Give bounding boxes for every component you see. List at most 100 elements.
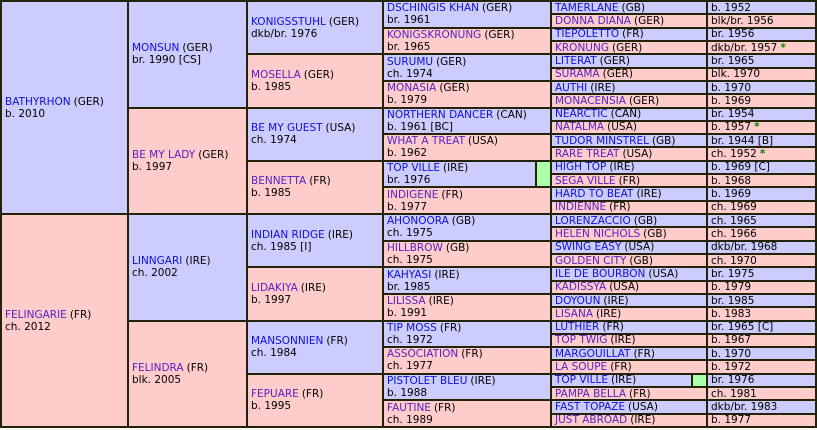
- horse-detail: br. 1990 [CS]: [132, 54, 201, 67]
- horse-name-link[interactable]: MARGOUILLAT: [555, 348, 631, 360]
- horse-name-link[interactable]: NEARCTIC: [555, 108, 608, 120]
- horse-country: (FR): [441, 188, 463, 201]
- horse-name-link[interactable]: MONACENSIA: [555, 95, 626, 107]
- horse-name-link[interactable]: HILLBROW: [387, 241, 443, 254]
- horse-name-link[interactable]: HARD TO BEAT: [555, 188, 634, 200]
- horse-name-link[interactable]: LILISSA: [387, 295, 426, 308]
- horse-name-link[interactable]: SEGA VILLE: [555, 175, 616, 187]
- horse-entry: KRONUNG (GER): [552, 42, 706, 53]
- horse-year-line: br. 1965 [C]: [711, 322, 815, 333]
- horse-name-link[interactable]: TOP TWIG: [555, 334, 608, 347]
- horse-name-line: LA SOUPE (FR): [555, 361, 706, 372]
- horse-name-link[interactable]: LA SOUPE: [555, 361, 608, 373]
- horse-year-value: b. 1970: [711, 81, 752, 94]
- horse-name-link[interactable]: INDIAN RIDGE: [251, 228, 325, 241]
- horse-name-link[interactable]: ASSOCIATION: [387, 348, 459, 361]
- horse-name-link[interactable]: NATALMA: [555, 121, 605, 134]
- horse-name-link[interactable]: LORENZACCIO: [555, 215, 631, 227]
- horse-name-link[interactable]: HELEN NICHOLS: [555, 228, 641, 240]
- horse-country: (GER): [611, 41, 643, 54]
- horse-name-link[interactable]: BENNETTA: [251, 175, 307, 188]
- horse-name-link[interactable]: LISANA: [555, 308, 594, 320]
- horse-name-link[interactable]: MANSONNIEN: [251, 335, 324, 348]
- horse-name-link[interactable]: BATHYRHON: [5, 95, 71, 108]
- horse-name-link[interactable]: MOSELLA: [251, 68, 301, 81]
- horse-name-link[interactable]: FELINGARIE: [5, 308, 67, 321]
- horse-name-link[interactable]: LIDAKIYA: [251, 281, 298, 294]
- horse-name-link[interactable]: TIEPOLETTO: [555, 28, 620, 40]
- horse-name-link[interactable]: MONASIA: [387, 82, 437, 95]
- horse-year-line: ch. 1969: [711, 202, 815, 213]
- horse-year-line: b. 1983: [711, 308, 815, 319]
- horse-detail: ch. 1975: [387, 227, 433, 240]
- horse-name-link[interactable]: FEPUARE: [251, 388, 299, 401]
- horse-name-link[interactable]: TIP MOSS: [387, 321, 437, 334]
- pedigree-cell-gen5-26-year: b. 1967: [708, 334, 815, 347]
- horse-name-link[interactable]: RARE TREAT: [555, 148, 620, 160]
- horse-name-link[interactable]: PISTOLET BLEU: [387, 375, 468, 388]
- horse-name-link[interactable]: TUDOR MINSTREL: [555, 135, 649, 147]
- horse-name-link[interactable]: PAMPA BELLA: [555, 388, 627, 400]
- horse-name-link[interactable]: MONSUN: [132, 42, 180, 55]
- horse-name-link[interactable]: DSCHINGIS KHAN: [387, 2, 479, 15]
- horse-entry: GOLDEN CITY (GB): [552, 255, 706, 266]
- horse-name-link[interactable]: KAHYASI: [387, 268, 432, 281]
- horse-name-link[interactable]: FAUTINE: [387, 401, 431, 414]
- horse-name-link[interactable]: KADISSYA: [555, 281, 607, 293]
- horse-country: (GER): [633, 15, 665, 27]
- horse-name-link[interactable]: BE MY LADY: [132, 148, 196, 161]
- horse-detail: dkb/br. 1976: [251, 27, 318, 40]
- horse-name-link[interactable]: TOP VILLE: [387, 162, 440, 175]
- horse-entry: TIEPOLETTO (FR): [552, 29, 706, 40]
- horse-name-link[interactable]: ILE DE BOURBON: [555, 268, 646, 280]
- horse-name-link[interactable]: AHONOORA: [387, 215, 449, 228]
- horse-year-value: b. 1968: [711, 175, 752, 187]
- star-marker: *: [754, 121, 760, 134]
- star-marker: *: [759, 148, 766, 160]
- horse-entry: MARGOUILLAT (FR): [552, 348, 706, 359]
- horse-name-link[interactable]: TOP VILLE: [555, 374, 608, 387]
- horse-name-line: INDIENNE (FR): [555, 202, 706, 213]
- horse-name-link[interactable]: LINNGARI: [132, 255, 183, 268]
- horse-name-link[interactable]: SURAMA: [555, 68, 600, 80]
- horse-detail: ch. 1985 [I]: [251, 240, 312, 253]
- pedigree-cell-gen5-21-year: br. 1975: [708, 268, 815, 280]
- horse-name-link[interactable]: SURUMU: [387, 55, 434, 68]
- horse-name-link[interactable]: JUST ABROAD: [555, 414, 628, 426]
- horse-year: br. 1985: [708, 295, 815, 306]
- horse-year-line: dkb/br. 1957 *: [711, 42, 815, 53]
- horse-name-link[interactable]: AUTHI: [555, 81, 588, 94]
- horse-name-link[interactable]: DOYOUN: [555, 294, 601, 307]
- horse-name-link[interactable]: GOLDEN CITY: [555, 254, 627, 267]
- pedigree-cell-gen4-10: HILLBROW (GB) ch. 1975: [384, 241, 550, 267]
- horse-name-link[interactable]: KONIGSKRONUNG: [387, 28, 482, 41]
- horse-year-line: b. 1970: [711, 82, 815, 93]
- pedigree-cell-gen5-12-name: RARE TREAT (USA): [552, 148, 706, 160]
- horse-name-link[interactable]: FELINDRA: [132, 361, 184, 374]
- horse-country: (GER): [481, 2, 513, 15]
- horse-detail: b. 1977: [387, 200, 428, 213]
- horse-name-link[interactable]: FAST TOPAZE: [555, 401, 626, 413]
- pedigree-cell-gen5-30-name: PAMPA BELLA (FR): [552, 388, 706, 400]
- horse-year-line: b. 1977: [711, 415, 815, 426]
- horse-name-link[interactable]: LITERAT: [555, 55, 597, 67]
- horse-name-link[interactable]: BE MY GUEST: [251, 122, 323, 135]
- horse-name-link[interactable]: HIGH TOP: [555, 161, 607, 174]
- pedigree-cell-gen5-20-name: GOLDEN CITY (GB): [552, 254, 706, 267]
- horse-name-link[interactable]: DONNA DIANA: [555, 15, 631, 27]
- horse-name-link[interactable]: KONIGSSTUHL: [251, 15, 326, 28]
- horse-name-line: PAMPA BELLA (FR): [555, 388, 706, 399]
- pedigree-cell-gen4-1: DSCHINGIS KHAN (GER) br. 1961: [384, 2, 550, 27]
- horse-year-value: b. 1979: [711, 281, 752, 293]
- horse-name-link[interactable]: TAMERLANE: [555, 2, 619, 14]
- horse-country: (FR): [609, 201, 631, 213]
- horse-entry: SURAMA (GER): [552, 69, 706, 80]
- horse-name-link[interactable]: KRONUNG: [555, 41, 609, 54]
- horse-name-link[interactable]: INDIENNE: [555, 201, 607, 213]
- horse-name-link[interactable]: INDIGENE: [387, 188, 439, 201]
- horse-detail: b. 1995: [251, 400, 292, 413]
- horse-name-link[interactable]: LUTHIER: [555, 321, 600, 333]
- horse-name-link[interactable]: SWING EASY: [555, 241, 622, 253]
- horse-name-link[interactable]: WHAT A TREAT: [387, 135, 466, 148]
- horse-name-link[interactable]: NORTHERN DANCER: [387, 108, 494, 121]
